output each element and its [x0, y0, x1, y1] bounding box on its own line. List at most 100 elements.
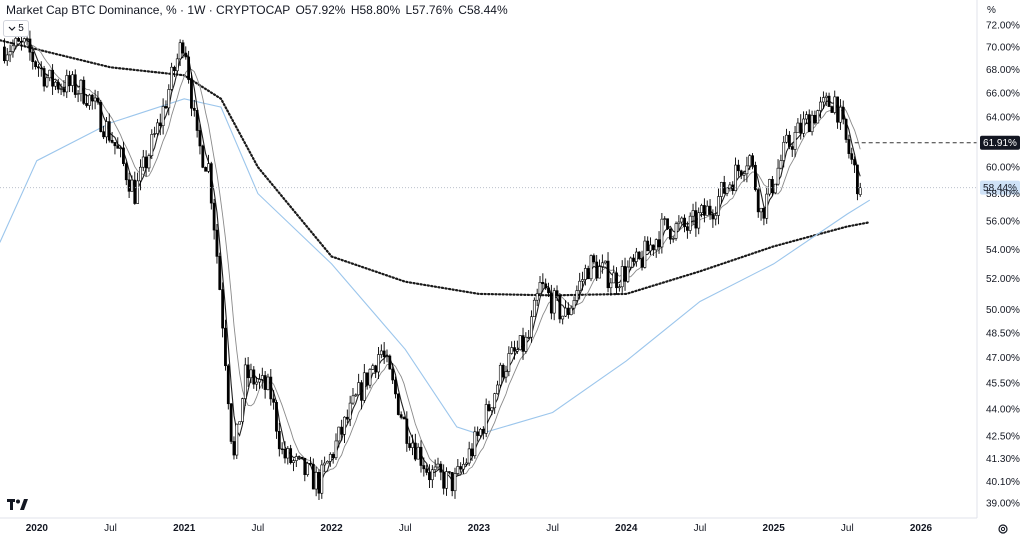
candle-body	[756, 189, 760, 213]
candle-body	[5, 54, 9, 62]
candle	[20, 36, 23, 51]
candle	[107, 113, 111, 143]
candle	[447, 471, 451, 475]
candle	[56, 78, 60, 94]
candle	[272, 390, 276, 410]
candle-body	[609, 282, 613, 289]
candle	[62, 80, 66, 97]
y-tick-label: 48.50%	[986, 329, 1020, 340]
y-tick-label: 58.00%	[986, 189, 1020, 200]
candle	[65, 69, 69, 98]
candle-body	[640, 258, 644, 268]
chart-settings[interactable]	[997, 522, 1009, 540]
candle-body	[246, 364, 250, 379]
candle-body	[340, 426, 344, 435]
x-tick-label: 2025	[763, 523, 786, 534]
candle-body	[85, 103, 89, 106]
candle-body	[260, 375, 264, 380]
candle-body	[144, 156, 148, 169]
candle-body	[858, 187, 862, 195]
candle	[555, 285, 559, 301]
candle-body	[272, 398, 276, 403]
time-axis[interactable]: 2020 Jul 2021 Jul 2022 Jul 2023 Jul 2024 Jul 2025 J…	[26, 523, 933, 534]
candle-body	[93, 97, 97, 102]
candle	[756, 187, 760, 218]
candle-body	[833, 96, 837, 113]
candle	[161, 98, 165, 135]
candle-body	[467, 448, 471, 464]
candle-body	[343, 416, 346, 435]
candle-body	[521, 335, 525, 352]
candle-body	[518, 335, 522, 350]
candle	[238, 421, 242, 425]
indicator-toggle-button[interactable]: 5	[3, 20, 29, 37]
candle	[260, 367, 264, 389]
candle	[413, 433, 417, 462]
candle	[515, 340, 519, 354]
candle	[844, 118, 848, 143]
tradingview-logo[interactable]	[7, 498, 29, 516]
candle	[184, 46, 188, 60]
candle	[141, 149, 145, 172]
candle	[218, 252, 222, 291]
candle	[354, 393, 358, 398]
candle	[603, 260, 607, 265]
candle	[243, 357, 247, 406]
symbol-title[interactable]: Market Cap BTC Dominance, % · 1W · CRYPT…	[6, 3, 291, 17]
level-badge-text: 61.91%	[983, 138, 1017, 149]
candle-body	[192, 107, 196, 111]
candle	[759, 207, 763, 221]
candle-body	[734, 164, 737, 192]
candle-body	[654, 239, 658, 251]
candle-body	[215, 229, 219, 257]
candle-body	[314, 472, 318, 490]
candle	[858, 182, 862, 197]
candle	[612, 265, 616, 284]
price-axis[interactable]: 72.00% 70.00% 68.00% 66.00% 64.00% 60.00% 58.0…	[986, 21, 1020, 510]
ma-long-blue	[0, 98, 870, 435]
candle	[286, 446, 290, 465]
candle-body	[379, 350, 383, 355]
candle-body	[481, 429, 485, 434]
candle-body	[334, 440, 338, 459]
candle-body	[504, 371, 508, 378]
candle	[201, 144, 205, 169]
candle-body	[569, 307, 573, 315]
candle	[473, 426, 477, 459]
candle-body	[42, 68, 46, 87]
candle	[110, 131, 114, 144]
x-tick-label: 2021	[173, 523, 196, 534]
candle	[280, 442, 284, 455]
candle-body	[583, 268, 587, 280]
candle-body	[20, 41, 23, 43]
candle	[785, 128, 788, 144]
candle-body	[839, 106, 842, 123]
candle-body	[275, 402, 278, 432]
candle	[314, 466, 318, 497]
candle-body	[617, 286, 621, 289]
candle	[490, 407, 494, 416]
candle	[736, 159, 740, 177]
candle	[484, 398, 488, 438]
candle	[76, 90, 80, 103]
candle-body	[377, 354, 380, 373]
candle	[807, 109, 811, 133]
candle-body	[677, 221, 681, 225]
candle	[209, 161, 213, 210]
candle	[42, 65, 46, 92]
candle-body	[141, 156, 145, 168]
candle-body	[102, 131, 106, 138]
candle	[326, 460, 329, 464]
candle	[277, 422, 281, 457]
candle-body	[578, 280, 582, 291]
candle-body	[187, 56, 191, 80]
candle-body	[371, 365, 375, 370]
candle	[634, 247, 638, 267]
candle-body	[357, 382, 361, 396]
candle-body	[581, 279, 584, 282]
candle	[850, 147, 854, 165]
y-tick-label: 72.00%	[986, 21, 1020, 32]
candle-body	[719, 182, 723, 197]
candle-body	[204, 167, 208, 172]
